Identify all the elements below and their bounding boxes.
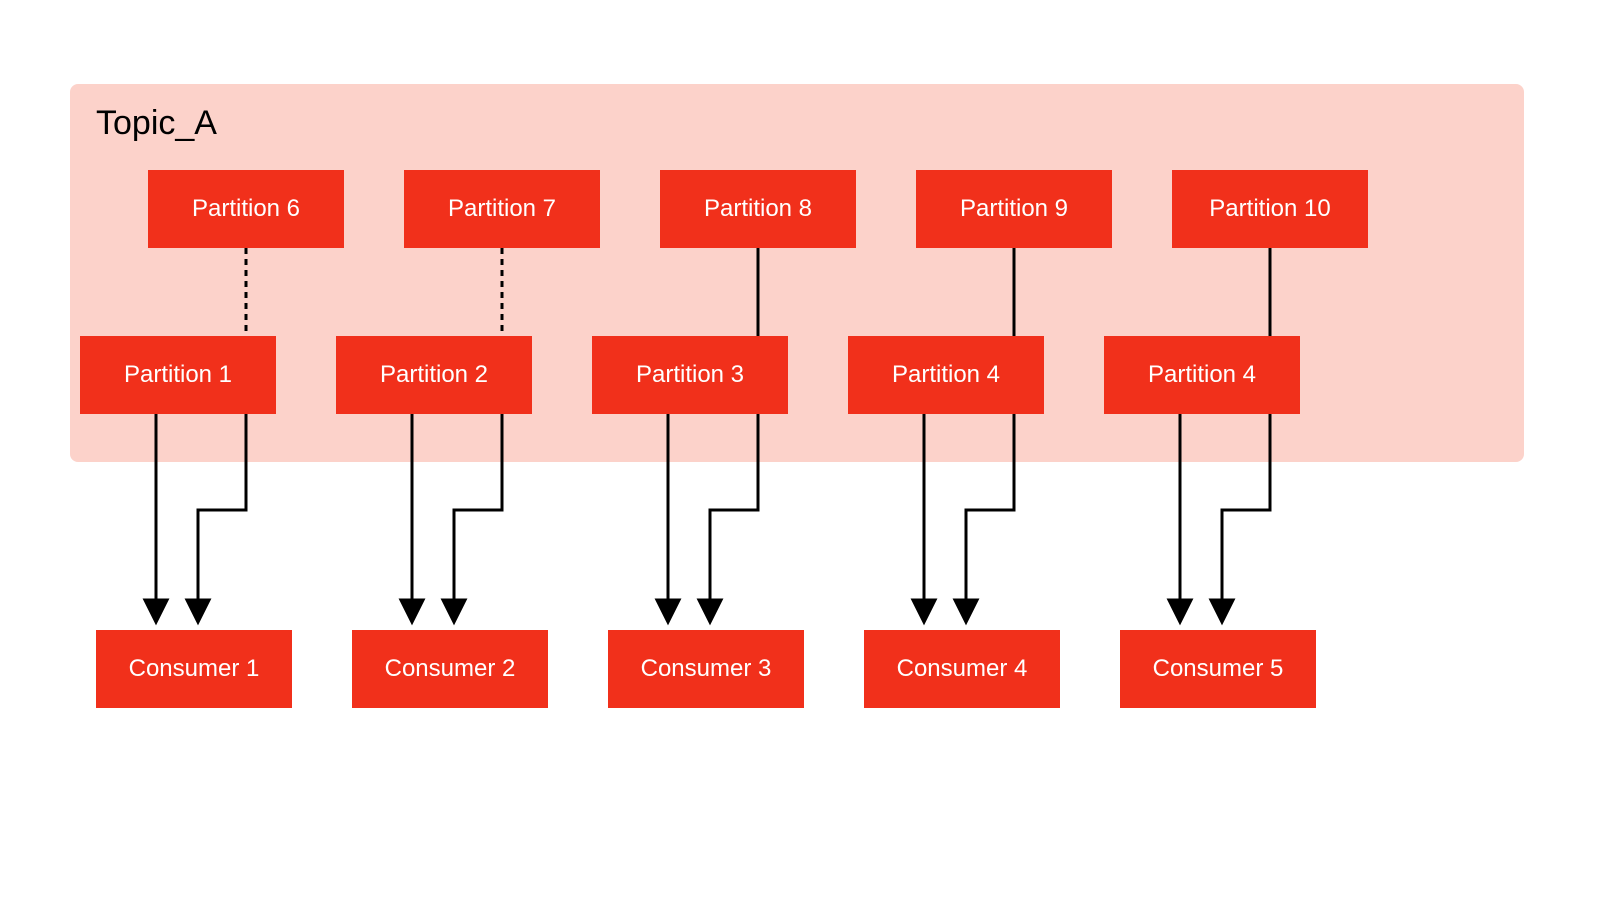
topic-container: [70, 84, 1524, 462]
partition-mid-0: Partition 1: [80, 336, 276, 414]
partition-top-3: Partition 9: [916, 170, 1112, 248]
partition-top-1: Partition 7: [404, 170, 600, 248]
partition-top-4: Partition 10: [1172, 170, 1368, 248]
consumer-2: Consumer 3: [608, 630, 804, 708]
consumer-1: Consumer 2: [352, 630, 548, 708]
consumer-3: Consumer 4: [864, 630, 1060, 708]
consumer-0: Consumer 1: [96, 630, 292, 708]
partition-mid-1: Partition 2: [336, 336, 532, 414]
partition-mid-3: Partition 4: [848, 336, 1044, 414]
consumer-4: Consumer 5: [1120, 630, 1316, 708]
topic-title: Topic_A: [96, 104, 217, 143]
partition-mid-2: Partition 3: [592, 336, 788, 414]
partition-top-0: Partition 6: [148, 170, 344, 248]
partition-top-2: Partition 8: [660, 170, 856, 248]
partition-mid-4: Partition 4: [1104, 336, 1300, 414]
